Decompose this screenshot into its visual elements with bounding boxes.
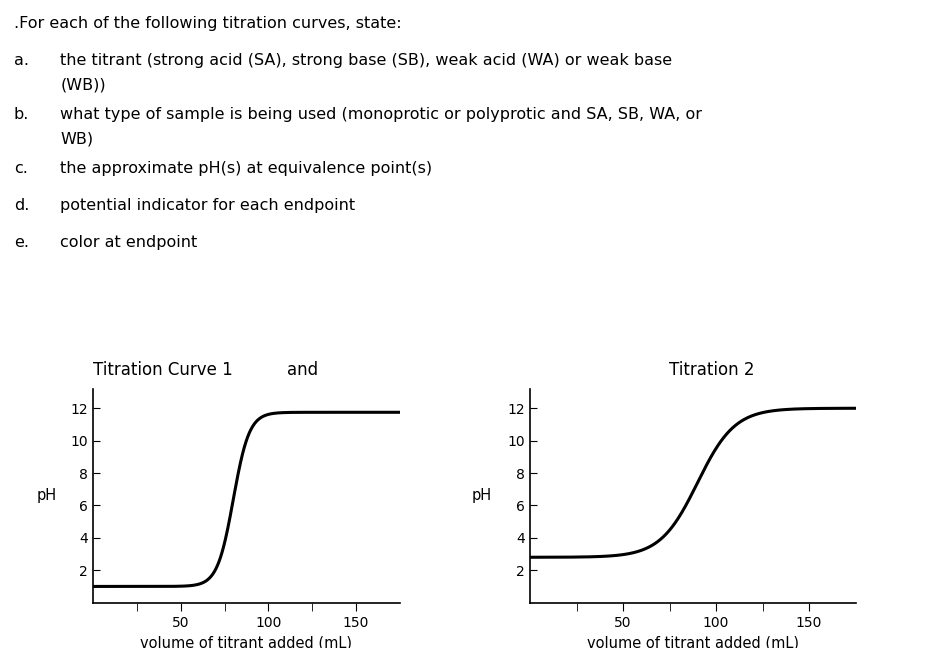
X-axis label: volume of titrant added (mL): volume of titrant added (mL) xyxy=(587,636,799,648)
Text: and: and xyxy=(286,361,318,379)
Text: what type of sample is being used (monoprotic or polyprotic and SA, SB, WA, or: what type of sample is being used (monop… xyxy=(60,108,702,122)
Text: d.: d. xyxy=(14,198,30,213)
Text: (WB)): (WB)) xyxy=(60,78,106,93)
Text: WB): WB) xyxy=(60,132,94,147)
X-axis label: volume of titrant added (mL): volume of titrant added (mL) xyxy=(140,636,352,648)
Text: c.: c. xyxy=(14,161,28,176)
Text: e.: e. xyxy=(14,235,29,250)
Text: potential indicator for each endpoint: potential indicator for each endpoint xyxy=(60,198,355,213)
Text: color at endpoint: color at endpoint xyxy=(60,235,198,250)
Text: .For each of the following titration curves, state:: .For each of the following titration cur… xyxy=(14,16,402,31)
Text: the approximate pH(s) at equivalence point(s): the approximate pH(s) at equivalence poi… xyxy=(60,161,432,176)
Text: Titration Curve 1: Titration Curve 1 xyxy=(93,361,232,379)
Y-axis label: pH: pH xyxy=(472,488,491,503)
Text: b.: b. xyxy=(14,108,30,122)
Text: a.: a. xyxy=(14,53,29,68)
Y-axis label: pH: pH xyxy=(37,488,57,503)
Text: the titrant (strong acid (SA), strong base (SB), weak acid (WA) or weak base: the titrant (strong acid (SA), strong ba… xyxy=(60,53,672,68)
Text: Titration 2: Titration 2 xyxy=(669,361,754,379)
